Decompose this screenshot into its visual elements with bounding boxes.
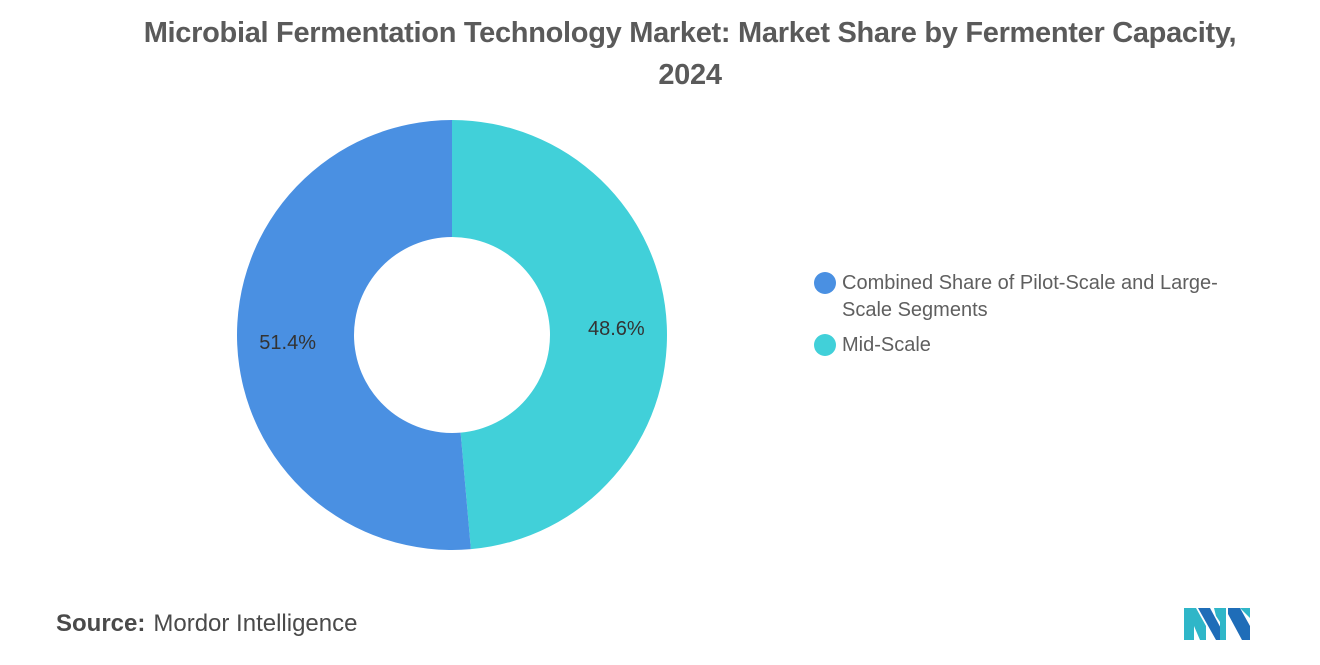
mordor-intelligence-logo-icon	[1184, 608, 1250, 640]
legend-label: Combined Share of Pilot-Scale and Large-…	[842, 272, 1218, 321]
data-label-pilot-large-scale: 51.4%	[259, 332, 316, 354]
slice-mid-scale	[452, 120, 668, 550]
slice-pilot-large-scale	[237, 120, 471, 550]
legend-label: Mid-Scale	[842, 334, 931, 356]
legend-item-mid-scale: Mid-Scale	[814, 332, 1234, 359]
legend-swatch	[814, 334, 836, 356]
data-labels-group: 48.6% 51.4%	[259, 318, 645, 354]
legend: Combined Share of Pilot-Scale and Large-…	[814, 270, 1234, 367]
legend-item-pilot-large: Combined Share of Pilot-Scale and Large-…	[814, 270, 1234, 324]
chart-title: Microbial Fermentation Technology Market…	[143, 17, 1237, 91]
data-label-mid-scale: 48.6%	[588, 318, 645, 340]
source-line: Source: Mordor Intelligence	[56, 610, 357, 638]
source-label: Source:	[56, 610, 146, 637]
source-value: Mordor Intelligence	[153, 610, 358, 637]
slices-group	[237, 120, 668, 550]
legend-swatch	[814, 272, 836, 294]
